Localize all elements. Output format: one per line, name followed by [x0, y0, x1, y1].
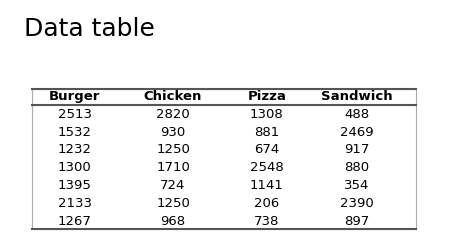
Text: 724: 724 — [160, 179, 186, 192]
Text: 1232: 1232 — [58, 143, 92, 156]
Text: 897: 897 — [344, 214, 369, 228]
Text: 2513: 2513 — [58, 108, 92, 121]
Text: 2133: 2133 — [58, 197, 92, 210]
Text: 881: 881 — [254, 126, 280, 139]
Text: 1141: 1141 — [250, 179, 284, 192]
Text: 1267: 1267 — [58, 214, 92, 228]
Text: Pizza: Pizza — [247, 90, 286, 103]
Text: 2469: 2469 — [340, 126, 373, 139]
Text: 2390: 2390 — [339, 197, 374, 210]
Text: Data table: Data table — [24, 17, 155, 41]
Text: 1250: 1250 — [156, 197, 190, 210]
Text: 1250: 1250 — [156, 143, 190, 156]
Text: 1395: 1395 — [58, 179, 92, 192]
Text: 1532: 1532 — [58, 126, 92, 139]
Text: 1308: 1308 — [250, 108, 284, 121]
Text: 206: 206 — [254, 197, 280, 210]
Text: Sandwich: Sandwich — [320, 90, 392, 103]
Text: 917: 917 — [344, 143, 369, 156]
Text: Chicken: Chicken — [144, 90, 202, 103]
Text: 880: 880 — [344, 161, 369, 174]
Text: 1300: 1300 — [58, 161, 92, 174]
Text: 2548: 2548 — [250, 161, 284, 174]
Text: 1710: 1710 — [156, 161, 190, 174]
Text: Burger: Burger — [49, 90, 100, 103]
Text: 674: 674 — [254, 143, 280, 156]
Text: 930: 930 — [160, 126, 186, 139]
Text: 738: 738 — [254, 214, 280, 228]
Text: 354: 354 — [344, 179, 369, 192]
Text: 2820: 2820 — [156, 108, 190, 121]
Text: 968: 968 — [160, 214, 186, 228]
Text: 488: 488 — [344, 108, 369, 121]
